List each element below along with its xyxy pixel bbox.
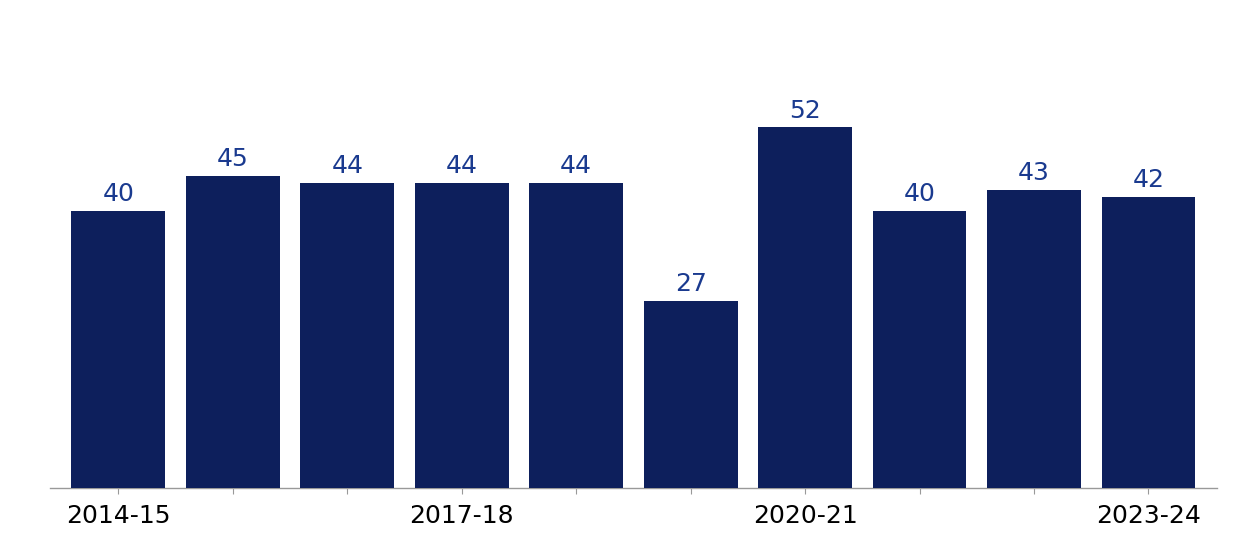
Text: 27: 27	[674, 271, 707, 296]
Text: 52: 52	[789, 99, 821, 122]
Bar	[72, 211, 165, 488]
Bar	[758, 127, 852, 488]
Text: 45: 45	[217, 147, 248, 171]
Text: 40: 40	[102, 182, 134, 206]
Bar	[415, 183, 509, 488]
Text: 43: 43	[1018, 161, 1049, 185]
Text: 40: 40	[904, 182, 935, 206]
Text: 44: 44	[332, 154, 363, 178]
Bar	[1102, 197, 1195, 488]
Bar	[643, 300, 738, 488]
Bar	[873, 211, 966, 488]
Bar	[301, 183, 394, 488]
Bar	[186, 176, 279, 488]
Text: 44: 44	[560, 154, 592, 178]
Bar	[987, 189, 1081, 488]
Text: 42: 42	[1133, 168, 1165, 192]
Bar	[529, 183, 623, 488]
Text: 44: 44	[446, 154, 478, 178]
